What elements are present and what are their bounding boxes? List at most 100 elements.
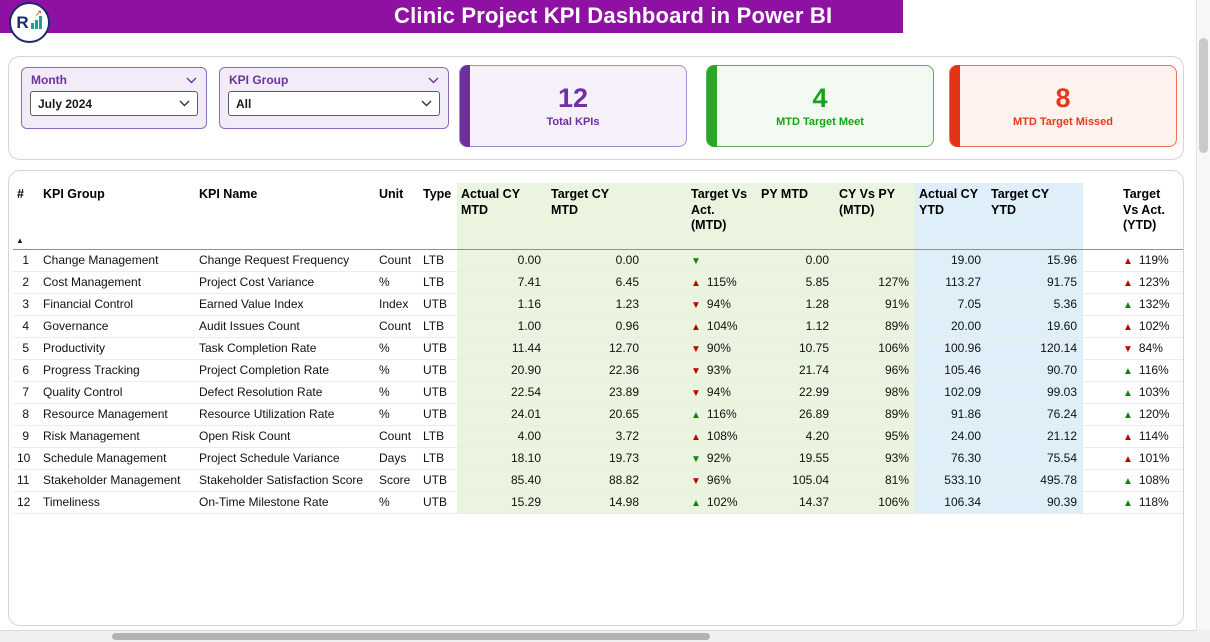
cell-type: LTB <box>419 315 457 338</box>
arrow-up-icon: ▲ <box>1123 498 1133 509</box>
logo: R ↗ <box>9 2 50 43</box>
cell-actual_ytd: 24.00 <box>915 425 987 448</box>
cell-target_ytd: 91.75 <box>987 271 1083 294</box>
cell-tva_mtd: ▼ 92% <box>645 447 757 470</box>
variance-percent: 118% <box>1138 495 1169 509</box>
cell-num: 4 <box>13 315 39 338</box>
cell-unit: % <box>375 271 419 294</box>
arrow-down-icon: ▼ <box>691 454 701 465</box>
cell-tva_mtd: ▼ <box>645 249 757 272</box>
cell-type: UTB <box>419 359 457 382</box>
col-header-cy_vs_py[interactable]: CY Vs PY (MTD) <box>835 183 915 250</box>
cell-py_mtd: 1.28 <box>757 293 835 316</box>
logo-letter: R <box>16 12 29 32</box>
variance-percent: 94% <box>706 385 731 399</box>
col-header-actual_ytd[interactable]: Actual CY YTD <box>915 183 987 250</box>
chevron-down-icon[interactable] <box>186 77 197 84</box>
page-title: Clinic Project KPI Dashboard in Power BI <box>394 3 833 28</box>
scrollbar-corner <box>1196 630 1210 642</box>
cell-py_mtd: 10.75 <box>757 337 835 360</box>
horizontal-scrollbar-thumb[interactable] <box>112 633 710 640</box>
cell-name: Change Request Frequency <box>195 249 375 272</box>
variance-percent: 115% <box>706 275 737 289</box>
col-header-target_ytd[interactable]: Target CY YTD <box>987 183 1083 250</box>
cell-target_ytd: 90.70 <box>987 359 1083 382</box>
col-header-type[interactable]: Type <box>419 183 457 250</box>
card-total-kpis: 12 Total KPIs <box>459 65 687 147</box>
variance-percent: 84% <box>1138 341 1163 355</box>
table-row: 2 Cost Management Project Cost Variance% LT… <box>13 271 1183 294</box>
cell-type: LTB <box>419 271 457 294</box>
col-header-actual_mtd[interactable]: Actual CY MTD <box>457 183 547 250</box>
cell-type: LTB <box>419 249 457 272</box>
cell-cy_vs_py <box>835 249 915 272</box>
arrow-up-icon: ▲ <box>691 278 701 289</box>
cell-unit: Count <box>375 315 419 338</box>
arrow-up-icon: ▲ <box>1123 278 1133 289</box>
month-slicer-header[interactable]: Month <box>22 68 206 91</box>
kpi-group-slicer-header[interactable]: KPI Group <box>220 68 448 91</box>
horizontal-scrollbar[interactable] <box>0 630 1196 642</box>
cell-tva_mtd: ▼ 94% <box>645 293 757 316</box>
vertical-scrollbar[interactable] <box>1196 0 1210 630</box>
cell-tva_ytd: ▲ 108% <box>1083 469 1183 492</box>
col-header-tva_mtd[interactable]: Target Vs Act. (MTD) <box>645 183 757 250</box>
cell-name: Project Completion Rate <box>195 359 375 382</box>
filters-panel: Month July 2024 KPI Group All 12 <box>8 56 1184 160</box>
col-header-group[interactable]: KPI Group <box>39 183 195 250</box>
variance-percent: 123% <box>1138 275 1170 289</box>
arrow-up-icon: ▲ <box>1123 410 1133 421</box>
kpi-group-slicer-label: KPI Group <box>229 73 289 87</box>
cell-actual_ytd: 7.05 <box>915 293 987 316</box>
col-header-num[interactable]: # ▲ <box>13 183 39 250</box>
cell-cy_vs_py: 91% <box>835 293 915 316</box>
col-header-target_mtd[interactable]: Target CY MTD <box>547 183 645 250</box>
cell-type: UTB <box>419 293 457 316</box>
kpi-group-slicer: KPI Group All <box>219 67 449 129</box>
col-header-label: Type <box>423 187 452 201</box>
arrow-down-icon: ▼ <box>691 344 701 355</box>
col-header-label: CY Vs PY (MTD) <box>839 187 895 217</box>
arrow-down-icon: ▼ <box>691 300 701 311</box>
cell-name: Stakeholder Satisfaction Score <box>195 469 375 492</box>
cell-tva_mtd: ▼ 93% <box>645 359 757 382</box>
cell-num: 10 <box>13 447 39 470</box>
cell-py_mtd: 14.37 <box>757 491 835 514</box>
cell-type: UTB <box>419 381 457 404</box>
chevron-down-icon[interactable] <box>428 77 439 84</box>
cell-type: LTB <box>419 447 457 470</box>
arrow-up-icon: ▲ <box>691 432 701 443</box>
cell-unit: % <box>375 359 419 382</box>
cell-num: 9 <box>13 425 39 448</box>
col-header-py_mtd[interactable]: PY MTD <box>757 183 835 250</box>
cell-cy_vs_py: 81% <box>835 469 915 492</box>
month-slicer-label: Month <box>31 73 67 87</box>
cell-num: 7 <box>13 381 39 404</box>
cell-name: Earned Value Index <box>195 293 375 316</box>
cell-actual_ytd: 102.09 <box>915 381 987 404</box>
arrow-up-icon: ▲ <box>1123 476 1133 487</box>
cell-target_mtd: 14.98 <box>547 491 645 514</box>
cell-num: 5 <box>13 337 39 360</box>
cell-tva_mtd: ▼ 90% <box>645 337 757 360</box>
month-slicer: Month July 2024 <box>21 67 207 129</box>
kpi-group-dropdown[interactable]: All <box>228 91 440 116</box>
cell-cy_vs_py: 93% <box>835 447 915 470</box>
col-header-name[interactable]: KPI Name <box>195 183 375 250</box>
cell-target_mtd: 22.36 <box>547 359 645 382</box>
cell-name: Project Cost Variance <box>195 271 375 294</box>
col-header-label: Target Vs Act. (YTD) <box>1123 187 1165 233</box>
cell-actual_ytd: 91.86 <box>915 403 987 426</box>
col-header-unit[interactable]: Unit <box>375 183 419 250</box>
vertical-scrollbar-thumb[interactable] <box>1199 38 1208 153</box>
col-header-tva_ytd[interactable]: Target Vs Act. (YTD) <box>1083 183 1183 250</box>
table-row: 7 Quality Control Defect Resolution Rate% U… <box>13 381 1183 404</box>
cell-group: Productivity <box>39 337 195 360</box>
variance-percent: 119% <box>1138 253 1169 267</box>
cell-actual_mtd: 22.54 <box>457 381 547 404</box>
arrow-up-icon: ▲ <box>1123 432 1133 443</box>
cell-name: On-Time Milestone Rate <box>195 491 375 514</box>
cell-target_mtd: 3.72 <box>547 425 645 448</box>
month-dropdown[interactable]: July 2024 <box>30 91 198 116</box>
cell-tva_mtd: ▼ 96% <box>645 469 757 492</box>
